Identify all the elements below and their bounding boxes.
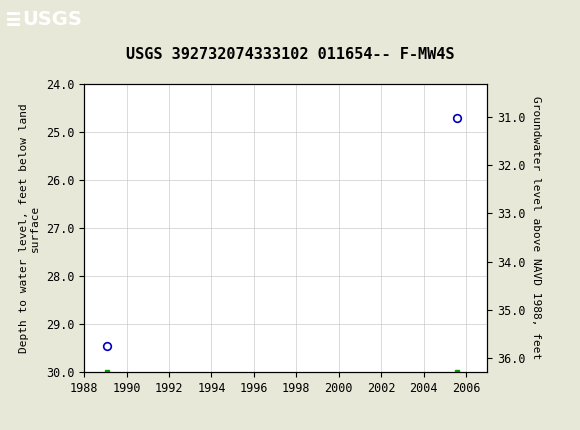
Text: USGS 392732074333102 011654-- F-MW4S: USGS 392732074333102 011654-- F-MW4S [126,47,454,62]
Text: USGS: USGS [22,10,82,30]
Text: ≡: ≡ [6,8,21,32]
Y-axis label: Depth to water level, feet below land
surface: Depth to water level, feet below land su… [19,103,41,353]
Y-axis label: Groundwater level above NAVD 1988, feet: Groundwater level above NAVD 1988, feet [531,96,541,359]
